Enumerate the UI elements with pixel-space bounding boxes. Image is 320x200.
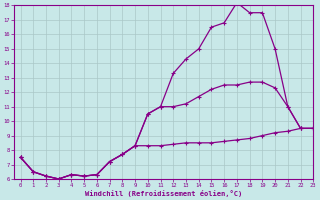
X-axis label: Windchill (Refroidissement éolien,°C): Windchill (Refroidissement éolien,°C) — [85, 190, 242, 197]
